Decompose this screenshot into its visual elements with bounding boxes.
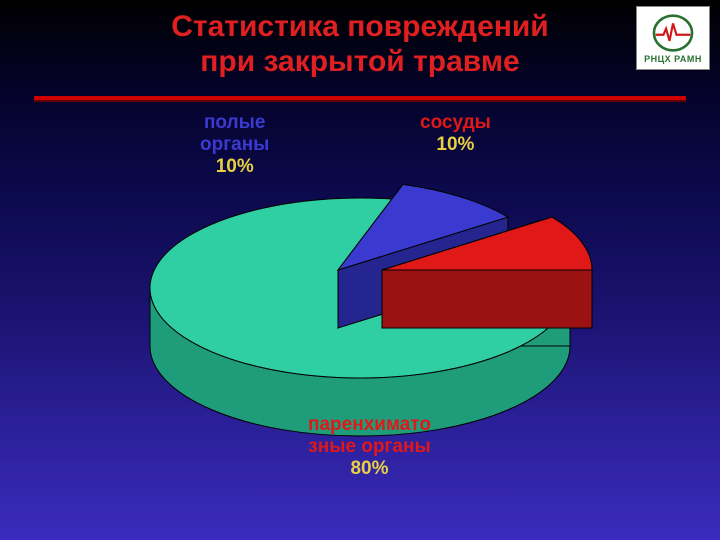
chart-label-2: паренхиматозные органы80% [308,414,431,480]
slice-cut [382,270,592,328]
slide-title: Статистика поврежденийпри закрытой травм… [0,10,720,79]
title-line2: при закрытой травме [0,45,720,80]
slide: РНЦХ РАМН Статистика поврежденийпри закр… [0,0,720,540]
title-underline [34,96,686,100]
pie-chart: полыеорганы10%сосуды10%паренхиматозные о… [90,118,630,518]
title-line1: Статистика повреждений [0,10,720,45]
chart-label-0: полыеорганы10% [200,112,269,178]
chart-label-1: сосуды10% [420,112,491,156]
